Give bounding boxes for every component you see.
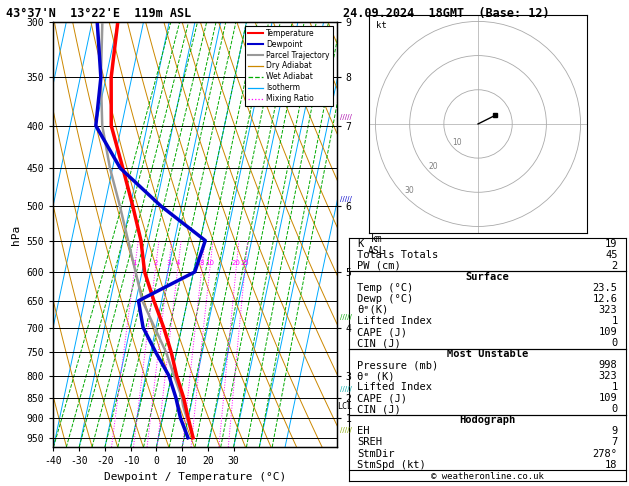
Text: /////: ///// bbox=[340, 386, 352, 392]
Text: 12.6: 12.6 bbox=[593, 294, 618, 304]
Y-axis label: km
ASL: km ASL bbox=[367, 235, 385, 256]
Text: /////: ///// bbox=[340, 114, 352, 120]
Text: CIN (J): CIN (J) bbox=[357, 404, 401, 415]
Text: CIN (J): CIN (J) bbox=[357, 338, 401, 348]
Text: Dewp (°C): Dewp (°C) bbox=[357, 294, 414, 304]
Text: 9: 9 bbox=[611, 426, 618, 436]
Text: 18: 18 bbox=[605, 460, 618, 469]
Text: 8: 8 bbox=[200, 260, 204, 266]
Text: 25: 25 bbox=[241, 260, 250, 266]
Text: 2: 2 bbox=[611, 261, 618, 271]
Text: CAPE (J): CAPE (J) bbox=[357, 393, 408, 403]
Text: PW (cm): PW (cm) bbox=[357, 261, 401, 271]
Legend: Temperature, Dewpoint, Parcel Trajectory, Dry Adiabat, Wet Adiabat, Isotherm, Mi: Temperature, Dewpoint, Parcel Trajectory… bbox=[245, 26, 333, 106]
Text: 3: 3 bbox=[167, 260, 171, 266]
Text: Most Unstable: Most Unstable bbox=[447, 349, 528, 359]
Text: EH: EH bbox=[357, 426, 370, 436]
Text: 0: 0 bbox=[611, 404, 618, 415]
Text: Surface: Surface bbox=[465, 272, 509, 282]
Text: Lifted Index: Lifted Index bbox=[357, 382, 432, 392]
Text: 24.09.2024  18GMT  (Base: 12): 24.09.2024 18GMT (Base: 12) bbox=[343, 7, 549, 20]
Text: StmDir: StmDir bbox=[357, 449, 395, 458]
Text: Lifted Index: Lifted Index bbox=[357, 316, 432, 326]
Text: CAPE (J): CAPE (J) bbox=[357, 327, 408, 337]
Text: /////: ///// bbox=[340, 314, 352, 320]
Text: LCL: LCL bbox=[337, 401, 352, 411]
Text: 323: 323 bbox=[599, 371, 618, 381]
Text: 7: 7 bbox=[611, 437, 618, 448]
Text: SREH: SREH bbox=[357, 437, 382, 448]
Text: 19: 19 bbox=[605, 239, 618, 249]
Text: 278°: 278° bbox=[593, 449, 618, 458]
Text: 10: 10 bbox=[452, 138, 462, 147]
Text: © weatheronline.co.uk: © weatheronline.co.uk bbox=[431, 472, 544, 481]
Text: /////: ///// bbox=[340, 196, 352, 202]
Text: 4: 4 bbox=[176, 260, 181, 266]
Text: 30: 30 bbox=[404, 186, 414, 195]
Text: 0: 0 bbox=[611, 338, 618, 348]
Text: 23.5: 23.5 bbox=[593, 283, 618, 293]
Text: K: K bbox=[357, 239, 364, 249]
Text: 1: 1 bbox=[133, 260, 137, 266]
Text: 20: 20 bbox=[232, 260, 241, 266]
Text: 1: 1 bbox=[611, 382, 618, 392]
Text: 2: 2 bbox=[153, 260, 158, 266]
Text: θᵉ (K): θᵉ (K) bbox=[357, 371, 395, 381]
Text: Hodograph: Hodograph bbox=[459, 416, 516, 425]
Text: 43°37'N  13°22'E  119m ASL: 43°37'N 13°22'E 119m ASL bbox=[6, 7, 192, 20]
Text: kt: kt bbox=[376, 21, 386, 30]
Text: 109: 109 bbox=[599, 393, 618, 403]
Text: Totals Totals: Totals Totals bbox=[357, 250, 438, 260]
X-axis label: Dewpoint / Temperature (°C): Dewpoint / Temperature (°C) bbox=[104, 472, 286, 482]
Text: Pressure (mb): Pressure (mb) bbox=[357, 360, 438, 370]
Text: Temp (°C): Temp (°C) bbox=[357, 283, 414, 293]
Text: 109: 109 bbox=[599, 327, 618, 337]
Text: θᵉ(K): θᵉ(K) bbox=[357, 305, 389, 315]
Text: /////: ///// bbox=[340, 427, 352, 433]
Text: StmSpd (kt): StmSpd (kt) bbox=[357, 460, 426, 469]
Text: 998: 998 bbox=[599, 360, 618, 370]
Text: 323: 323 bbox=[599, 305, 618, 315]
Text: 45: 45 bbox=[605, 250, 618, 260]
Text: 1: 1 bbox=[611, 316, 618, 326]
Text: 10: 10 bbox=[206, 260, 214, 266]
Text: 20: 20 bbox=[428, 162, 438, 171]
Y-axis label: hPa: hPa bbox=[11, 225, 21, 244]
